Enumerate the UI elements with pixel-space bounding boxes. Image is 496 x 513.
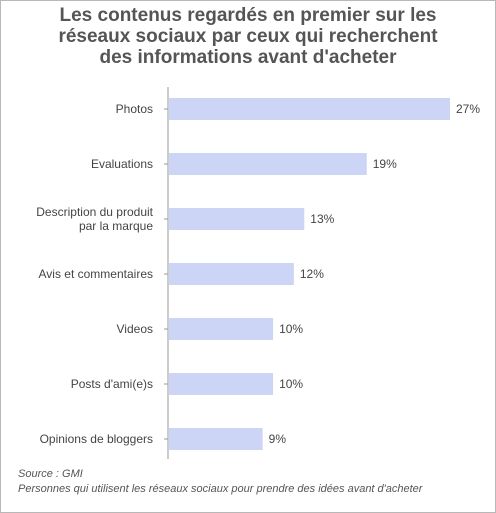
value-label: 27% <box>456 102 480 116</box>
value-label: 19% <box>373 157 397 171</box>
bar-chart: Photos 27% Evaluations 19% Description du pr… <box>36 87 480 459</box>
bar <box>169 263 294 285</box>
bar <box>169 373 274 395</box>
chart-title-line: des informations avant d'acheter <box>99 47 397 68</box>
value-label: 10% <box>279 322 303 336</box>
chart-title-line: réseaux sociaux par ceux qui recherchent <box>58 26 438 47</box>
chart-title-line: Les contenus regardés en premier sur les <box>59 5 437 26</box>
bar <box>169 318 274 340</box>
category-label: Posts d'ami(e)s <box>71 377 153 391</box>
category-label: Opinions de bloggers <box>40 432 153 446</box>
value-label: 13% <box>310 212 334 226</box>
bar <box>169 428 263 450</box>
value-label: 12% <box>300 267 324 281</box>
category-label: par la marque <box>79 219 153 233</box>
value-label: 10% <box>279 377 303 391</box>
value-label: 9% <box>269 432 287 446</box>
category-label: Description du produit <box>36 205 153 219</box>
bar <box>169 153 367 175</box>
bar <box>169 98 450 120</box>
chart-title: Les contenus regardés en premier sur les… <box>1 5 495 68</box>
chart-note: Personnes qui utilisent les réseaux soci… <box>18 483 423 495</box>
category-label: Videos <box>117 322 153 336</box>
chart-source: Source : GMI <box>18 468 83 480</box>
bar <box>169 208 305 230</box>
category-label: Photos <box>116 102 153 116</box>
category-label: Avis et commentaires <box>39 267 154 281</box>
category-label: Evaluations <box>91 157 153 171</box>
